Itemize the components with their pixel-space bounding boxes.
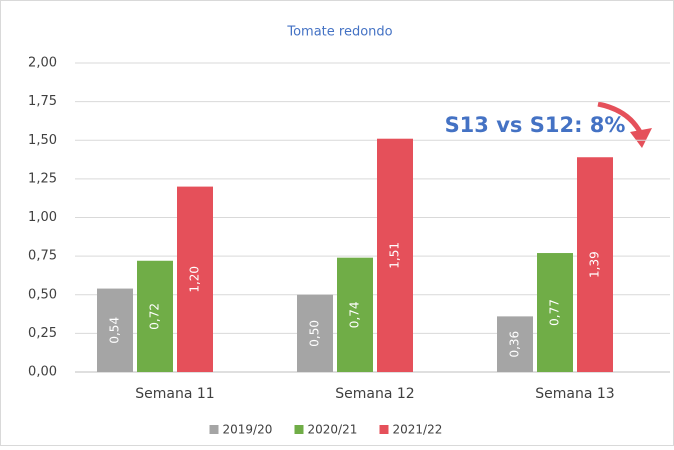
y-tick-label: 0,25 — [28, 326, 57, 341]
y-tick-label: 1,50 — [28, 133, 57, 148]
y-tick-label: 2,00 — [28, 56, 57, 71]
value-label: 0,74 — [348, 301, 362, 328]
y-tick-label: 1,75 — [28, 94, 57, 109]
bar — [377, 138, 413, 372]
legend-label: 2020/21 — [308, 423, 358, 437]
y-tick-label: 0,75 — [28, 249, 57, 264]
bar — [97, 288, 133, 372]
chart-title: Tomate redondo — [286, 25, 392, 40]
legend-swatch — [379, 425, 389, 434]
x-tick-label: Semana 13 — [535, 386, 614, 402]
value-label: 0,54 — [108, 317, 122, 344]
y-tick-label: 1,25 — [28, 171, 57, 186]
x-tick-label: Semana 11 — [135, 386, 214, 402]
value-label: 0,72 — [148, 303, 162, 330]
y-tick-label: 0,50 — [28, 287, 57, 302]
legend-swatch — [209, 425, 219, 434]
value-label: 1,39 — [588, 251, 602, 278]
value-label: 1,51 — [388, 242, 402, 269]
annotation-arrow — [597, 101, 643, 134]
bar — [297, 294, 333, 372]
legend-label: 2021/22 — [393, 423, 443, 437]
legend-swatch — [294, 425, 304, 434]
y-tick-label: 1,00 — [28, 210, 57, 225]
bar — [137, 260, 173, 372]
bar — [497, 316, 533, 372]
value-label: 0,77 — [548, 299, 562, 326]
bar — [177, 186, 213, 372]
bar — [577, 157, 613, 372]
x-tick-label: Semana 12 — [335, 386, 414, 402]
annotation: S13 vs S12: 8% — [445, 113, 626, 137]
bar — [537, 253, 573, 372]
annotation-arrowhead — [630, 128, 652, 148]
y-tick-label: 0,00 — [28, 365, 57, 380]
legend-label: 2019/20 — [223, 423, 273, 437]
value-label: 1,20 — [188, 266, 202, 293]
value-label: 0,36 — [508, 331, 522, 358]
bar — [337, 257, 373, 372]
value-label: 0,50 — [308, 320, 322, 347]
